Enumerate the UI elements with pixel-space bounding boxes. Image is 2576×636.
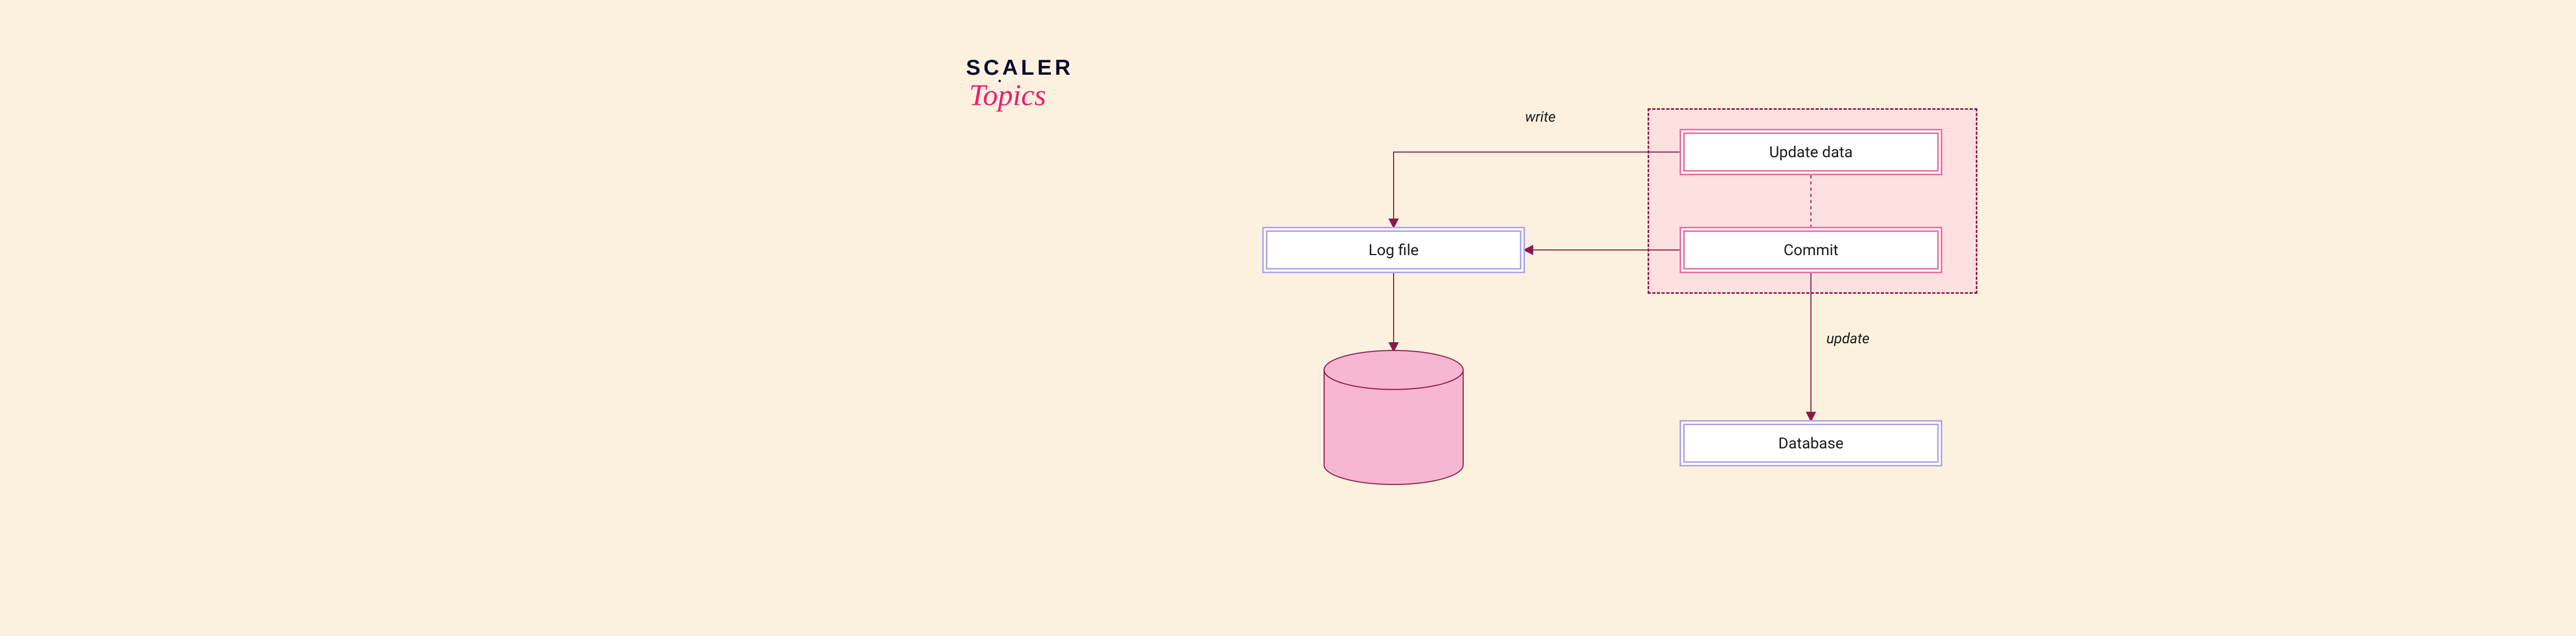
storage-cylinder-top: [1324, 350, 1463, 390]
arrows-layer: [0, 0, 2576, 636]
logo: SCALER • Topics: [966, 57, 1074, 109]
canvas: SCALER • Topics Update data Commit Log fil…: [0, 0, 2576, 636]
logo-word-topics: Topics: [969, 82, 1074, 109]
node-database: Database: [1680, 420, 1942, 466]
logo-word-scaler: SCALER: [966, 57, 1074, 78]
node-log_file: Log file: [1262, 227, 1525, 273]
node-label-log_file: Log file: [1266, 230, 1521, 270]
node-commit: Commit: [1680, 227, 1942, 273]
node-label-database: Database: [1683, 424, 1939, 463]
storage-cylinder-body: [1324, 370, 1463, 484]
edge-label-e_update_to_log: write: [1525, 108, 1556, 125]
node-label-commit: Commit: [1683, 230, 1939, 270]
edge-e_update_to_log: [1394, 152, 1680, 227]
node-label-update_data: Update data: [1683, 132, 1939, 172]
node-update_data: Update data: [1680, 129, 1942, 175]
edge-label-e_commit_to_db: update: [1826, 330, 1870, 347]
